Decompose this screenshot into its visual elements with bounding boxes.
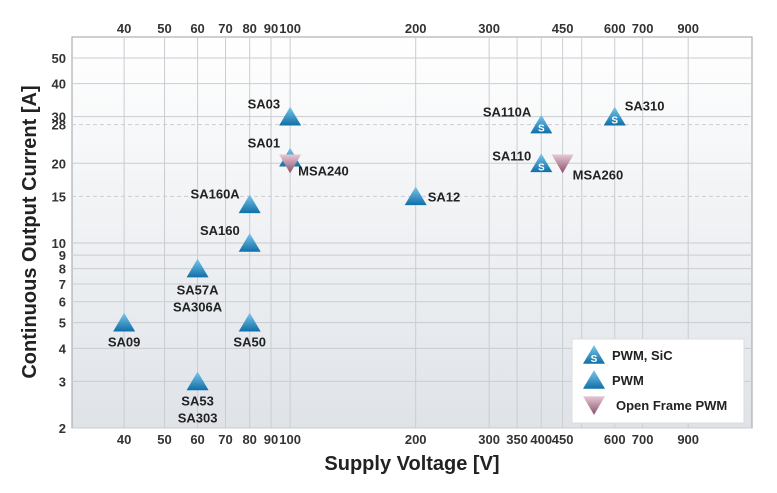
x-tick-label: 90 bbox=[264, 432, 278, 447]
triangle-up-marker bbox=[113, 312, 136, 332]
x-tick-label: 400 bbox=[530, 432, 552, 447]
y-tick-label: 5 bbox=[59, 316, 66, 331]
legend-marker bbox=[583, 396, 605, 415]
triangle-up-marker bbox=[603, 106, 626, 126]
y-axis-label: Continuous Output Current [A] bbox=[19, 85, 41, 378]
x-tick-label: 60 bbox=[190, 432, 204, 447]
point-label: SA03 bbox=[248, 97, 281, 112]
y-tick-label: 3 bbox=[59, 374, 66, 389]
point-label: MSA240 bbox=[298, 163, 349, 178]
triangle-up-marker bbox=[186, 258, 209, 278]
legend-marker bbox=[583, 370, 605, 389]
triangle-down-marker bbox=[279, 154, 302, 174]
y-tick-label: 40 bbox=[52, 77, 66, 92]
x-tick-label-top: 450 bbox=[552, 21, 574, 36]
triangle-up-marker bbox=[279, 106, 302, 126]
x-tick-label-top: 100 bbox=[279, 21, 301, 36]
x-tick-label: 700 bbox=[632, 432, 654, 447]
x-tick-label: 350 bbox=[506, 432, 528, 447]
legend: S PWM, SiC PWM Open Frame PWM bbox=[571, 338, 745, 424]
triangle-up-marker bbox=[238, 233, 261, 252]
x-tick-label: 300 bbox=[478, 432, 500, 447]
sic-s-icon: S bbox=[611, 116, 618, 127]
legend-marker bbox=[583, 345, 605, 364]
x-tick-label: 40 bbox=[117, 432, 131, 447]
x-tick-label: 70 bbox=[218, 432, 232, 447]
point-label: SA160 bbox=[200, 223, 240, 238]
y-tick-label: 10 bbox=[52, 236, 66, 251]
y-tick-label: 15 bbox=[52, 189, 66, 204]
point-label: SA01 bbox=[248, 136, 281, 151]
y-tick-label: 8 bbox=[59, 262, 66, 277]
y-tick-label: 30 bbox=[52, 110, 66, 125]
x-tick-label: 50 bbox=[157, 432, 171, 447]
x-tick-label-top: 700 bbox=[632, 21, 654, 36]
y-tick-label: 28 bbox=[52, 118, 66, 133]
x-tick-label-top: 70 bbox=[218, 21, 232, 36]
triangle-up-marker bbox=[186, 371, 209, 391]
legend-label: Open Frame PWM bbox=[616, 398, 727, 413]
x-tick-label: 200 bbox=[405, 432, 427, 447]
legend-label: PWM, SiC bbox=[612, 348, 673, 363]
x-tick-label: 900 bbox=[677, 432, 699, 447]
x-tick-label-top: 900 bbox=[677, 21, 699, 36]
y-tick-label: 9 bbox=[59, 248, 66, 263]
triangle-down-marker bbox=[551, 154, 574, 174]
legend-label: PWM bbox=[612, 373, 644, 388]
x-tick-label-top: 600 bbox=[604, 21, 626, 36]
triangle-up-marker bbox=[530, 114, 553, 134]
point-label: SA110A bbox=[483, 105, 532, 120]
y-tick-label: 20 bbox=[52, 156, 66, 171]
x-tick-label: 600 bbox=[604, 432, 626, 447]
y-tick-label: 6 bbox=[59, 295, 66, 310]
point-label: MSA260 bbox=[573, 167, 624, 182]
x-tick-label: 100 bbox=[279, 432, 301, 447]
x-tick-label-top: 80 bbox=[242, 21, 256, 36]
point-label: SA57A bbox=[177, 283, 220, 298]
x-tick-label-top: 200 bbox=[405, 21, 427, 36]
y-tick-label: 4 bbox=[59, 341, 67, 356]
point-label: SA303 bbox=[178, 410, 218, 425]
point-label: SA09 bbox=[108, 335, 141, 350]
point-label: SA110 bbox=[492, 148, 531, 163]
point-label: SA50 bbox=[233, 335, 266, 350]
x-tick-label-top: 50 bbox=[157, 21, 171, 36]
x-tick-label: 450 bbox=[552, 432, 574, 447]
sic-s-icon: S bbox=[591, 354, 598, 365]
y-tick-label: 2 bbox=[59, 421, 66, 436]
triangle-up-marker bbox=[238, 312, 261, 332]
sic-s-icon: S bbox=[538, 124, 545, 135]
triangle-up-marker bbox=[238, 194, 261, 214]
x-tick-label-top: 60 bbox=[190, 21, 204, 36]
point-label: SA160A bbox=[191, 186, 241, 201]
sic-s-icon: S bbox=[538, 162, 545, 173]
point-label: SA306A bbox=[173, 300, 223, 315]
y-tick-label: 50 bbox=[52, 51, 66, 66]
triangle-up-marker bbox=[404, 186, 427, 206]
x-tick-label-top: 40 bbox=[117, 21, 131, 36]
x-tick-label-top: 300 bbox=[478, 21, 500, 36]
x-axis-label: Supply Voltage [V] bbox=[324, 453, 499, 475]
x-tick-label: 80 bbox=[242, 432, 256, 447]
x-tick-label-top: 90 bbox=[264, 21, 278, 36]
point-label: SA310 bbox=[625, 99, 665, 114]
y-tick-label: 7 bbox=[59, 277, 66, 292]
point-label: SA53 bbox=[181, 393, 214, 408]
triangle-up-marker bbox=[530, 153, 553, 173]
point-label: SA12 bbox=[428, 189, 461, 204]
